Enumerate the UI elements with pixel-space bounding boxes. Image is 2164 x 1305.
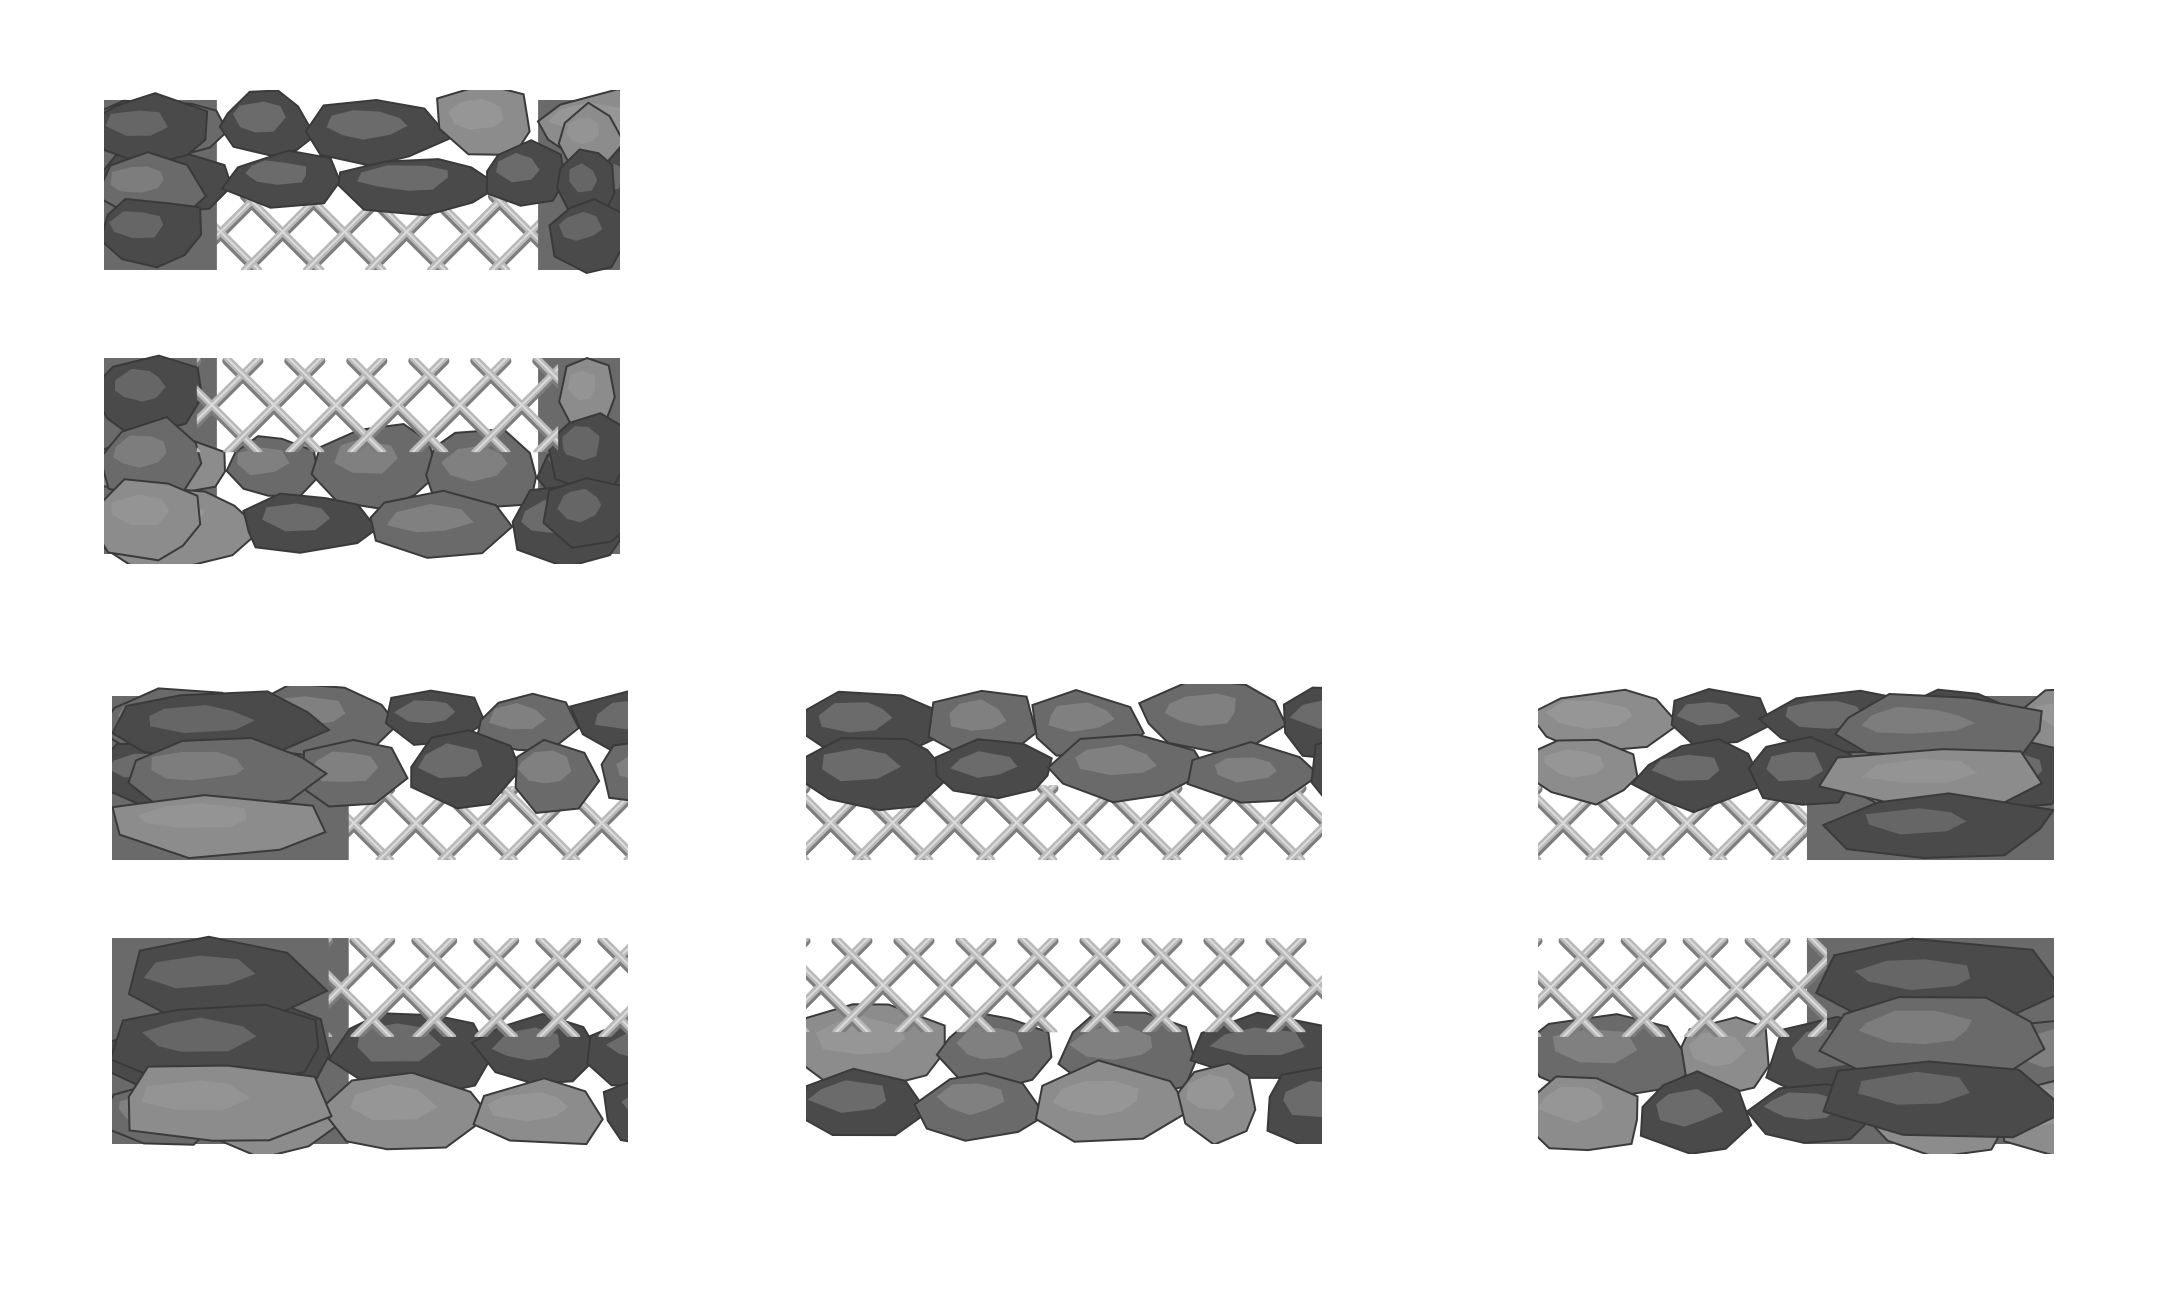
tile-top-right-end — [1538, 687, 2054, 860]
wire-mesh — [1538, 938, 1827, 1037]
tile-top-left-end — [112, 686, 628, 860]
rock-band — [806, 684, 1322, 812]
wire-mesh — [328, 938, 628, 1037]
tile-bottom-cap-a — [104, 354, 620, 564]
rock-band — [1538, 687, 2054, 860]
tile-top-middle — [806, 684, 1322, 860]
tile-bottom-left-end — [112, 935, 628, 1154]
wire-mesh — [806, 938, 1322, 1033]
tile-top-cap-a — [104, 90, 620, 275]
rock-band — [112, 686, 628, 860]
tile-bottom-right-end — [1538, 937, 2054, 1154]
rock-band — [1538, 937, 2054, 1154]
rock-band — [806, 1003, 1322, 1144]
rock-band — [104, 90, 620, 275]
wire-mesh — [806, 785, 1322, 860]
tile-bottom-middle — [806, 938, 1322, 1144]
wire-mesh — [196, 358, 559, 453]
